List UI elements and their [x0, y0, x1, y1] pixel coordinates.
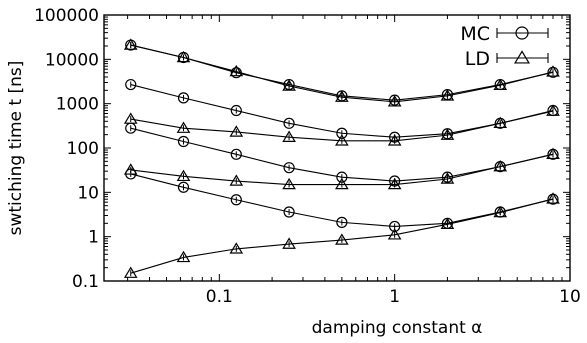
legend-marker-triangle — [514, 50, 530, 64]
data-point-triangle — [282, 79, 296, 91]
legend-item-mc: MC — [460, 23, 549, 45]
data-point-triangle — [176, 169, 191, 182]
data-point-circle — [230, 148, 242, 160]
data-point-triangle — [546, 104, 560, 116]
data-point-circle — [230, 104, 242, 117]
data-point-circle — [283, 162, 295, 174]
data-point-triangle — [335, 233, 349, 245]
y-tick-label: 1000 — [56, 95, 99, 115]
ticks-layer — [104, 14, 571, 282]
y-tick-label: 10000 — [45, 50, 99, 70]
data-point-circle — [441, 171, 454, 183]
y-tick-label: 100 — [67, 139, 99, 159]
data-point-triangle — [387, 228, 402, 240]
series-ld-4 — [123, 104, 560, 146]
data-point-triangle — [176, 121, 191, 133]
data-point-triangle — [282, 177, 296, 190]
series-line — [130, 198, 554, 274]
y-tick-label: 0.1 — [72, 272, 99, 292]
legend-marker-circle — [515, 26, 529, 40]
data-point-triangle — [335, 90, 349, 102]
legend: MC LD — [460, 23, 549, 70]
legend-label: LD — [465, 48, 490, 70]
data-point-triangle — [493, 116, 508, 129]
data-point-circle — [125, 78, 137, 91]
series-ld-6 — [123, 147, 560, 190]
legend-label: MC — [460, 23, 490, 45]
data-point-triangle — [282, 130, 296, 142]
series-layer — [123, 38, 560, 278]
data-point-triangle — [282, 237, 296, 249]
data-point-triangle — [229, 174, 244, 186]
data-point-triangle — [176, 50, 191, 63]
data-point-triangle — [335, 134, 349, 146]
x-tick-label: 10 — [559, 287, 581, 307]
y-tick-label: 100000 — [34, 6, 99, 26]
data-point-triangle — [493, 159, 508, 172]
data-point-circle — [177, 135, 190, 148]
data-point-circle — [389, 94, 401, 106]
data-point-triangle — [387, 134, 402, 146]
data-point-triangle — [546, 65, 560, 77]
legend-item-ld: LD — [465, 48, 549, 70]
data-point-triangle — [387, 177, 402, 190]
data-point-triangle — [229, 242, 244, 254]
data-point-triangle — [440, 128, 455, 140]
series-ld-2 — [123, 38, 560, 107]
data-point-triangle — [440, 217, 455, 230]
data-point-triangle — [123, 266, 138, 278]
data-point-circle — [177, 181, 190, 193]
x-axis-label: damping constant α — [312, 318, 483, 338]
data-point-triangle — [440, 89, 455, 101]
y-tick-label: 10 — [77, 183, 99, 203]
data-point-triangle — [229, 64, 244, 77]
data-point-circle — [283, 206, 295, 218]
data-point-triangle — [176, 250, 191, 263]
series-ld-8 — [123, 192, 560, 278]
data-point-circle — [177, 92, 190, 104]
data-point-triangle — [440, 172, 455, 184]
data-point-circle — [336, 216, 348, 228]
data-point-circle — [283, 117, 295, 129]
y-axis-label: swtiching time t [ns] — [6, 61, 26, 236]
y-tick-label: 1 — [88, 228, 99, 248]
data-point-circle — [389, 220, 401, 233]
data-point-circle — [230, 194, 242, 206]
data-point-triangle — [493, 205, 508, 218]
series-mc-3 — [125, 78, 559, 143]
data-point-circle — [125, 122, 137, 134]
data-point-triangle — [335, 177, 349, 190]
x-tick-label: 1 — [389, 287, 400, 307]
data-point-triangle — [229, 125, 244, 137]
tick-labels-layer: 0.1 1 10 0.1 1 10 100 1000 10000 100000 — [34, 6, 581, 307]
data-point-triangle — [123, 38, 138, 50]
data-point-triangle — [387, 95, 402, 107]
x-tick-label: 0.1 — [206, 287, 233, 307]
data-point-triangle — [546, 192, 560, 204]
data-point-triangle — [546, 147, 560, 160]
data-point-triangle — [493, 78, 508, 90]
data-point-circle — [125, 168, 137, 180]
